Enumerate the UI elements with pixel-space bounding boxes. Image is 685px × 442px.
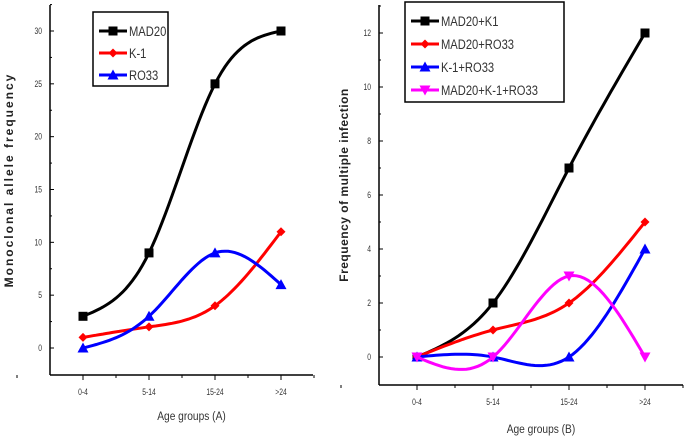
data-point — [411, 352, 423, 363]
series-line — [416, 32, 647, 359]
legend-marker — [420, 39, 430, 49]
legend-marker — [420, 16, 430, 26]
y-tick-label: 10 — [34, 237, 42, 247]
series-line — [416, 221, 647, 359]
data-point — [563, 351, 575, 362]
y-tick-label: 25 — [34, 79, 42, 89]
data-point — [563, 271, 575, 282]
series-line — [82, 230, 283, 339]
data-point — [640, 217, 650, 227]
legend-marker — [108, 48, 118, 58]
legend-label: K-1+RO33 — [441, 60, 494, 75]
data-point — [143, 310, 155, 321]
x-axis-title: Age groups (A) — [157, 410, 226, 423]
y-tick-label: 2 — [367, 298, 371, 308]
data-point — [276, 26, 286, 36]
legend-label: MAD20+RO33 — [441, 37, 514, 52]
data-point — [564, 298, 574, 308]
data-point — [78, 332, 88, 342]
chart-panel-b: 0 2 4 6 8 10 12 0-4 5-14 15-24 >24 Age groups (B) Fr… — [337, 1, 684, 436]
y-tick-label: 6 — [367, 190, 371, 200]
legend-item: K-1+RO33 — [411, 60, 494, 75]
legend-label: MAD20+K1 — [441, 14, 498, 29]
x-tick-label: >24 — [639, 397, 651, 407]
x-tick-label: 0-4 — [78, 387, 88, 397]
series-k-1 — [78, 227, 286, 342]
legend-item: MAD20+RO33 — [411, 37, 514, 52]
x-tick-label: 5-14 — [142, 387, 156, 397]
data-point — [78, 311, 88, 321]
legend-item: RO33 — [99, 68, 158, 83]
legend-label: RO33 — [129, 68, 158, 83]
y-tick-label: 8 — [367, 136, 371, 146]
data-point — [564, 163, 574, 173]
legend-marker — [419, 61, 431, 72]
legend-marker — [108, 26, 118, 36]
data-point — [210, 301, 220, 311]
data-point — [144, 322, 154, 332]
y-tick-label: 0 — [38, 343, 42, 353]
data-point — [488, 325, 498, 335]
legend-item: MAD20+K-1+RO33 — [411, 83, 538, 98]
data-point — [144, 248, 154, 258]
y-tick-label: 20 — [34, 132, 42, 142]
y-tick-label: 5 — [38, 290, 42, 300]
legend: MAD20+K1 MAD20+RO33 K-1+RO33 MAD20+K-1+RO33 — [404, 1, 565, 103]
series-k-1-ro33 — [411, 243, 651, 368]
data-point — [210, 79, 220, 89]
y-tick-label: 12 — [363, 28, 371, 38]
legend-label: MAD20 — [129, 24, 166, 39]
x-tick-label: >24 — [275, 387, 287, 397]
x-tick-label: 0-4 — [412, 397, 422, 407]
y-axis-title: Frequency of multiple infection — [337, 88, 351, 282]
y-tick-label: 4 — [367, 244, 371, 254]
legend-box — [404, 1, 565, 103]
legend-item: MAD20+K1 — [411, 14, 498, 29]
legend-item: MAD20 — [99, 24, 166, 39]
data-point — [77, 342, 89, 353]
data-point — [639, 352, 651, 363]
series-line — [416, 273, 647, 371]
data-point — [640, 28, 650, 38]
legend-marker — [419, 85, 431, 96]
legend: MAD20 K-1 RO33 — [92, 11, 169, 87]
series-line — [82, 249, 283, 350]
data-point — [639, 243, 651, 254]
series-mad20-k-1-ro33 — [411, 271, 651, 371]
x-tick-label: 15-24 — [560, 397, 578, 407]
series-line — [416, 248, 647, 368]
y-axis-title: Monoclonal allele frequency — [2, 73, 16, 288]
legend-item: K-1 — [99, 46, 146, 61]
chart-panel-a: 0 5 10 15 20 25 30 0-4 5-14 15-24 >24 Age groups (A… — [2, 4, 315, 423]
y-tick-label: 15 — [34, 185, 42, 195]
series-mad20-ro33 — [412, 217, 650, 362]
legend-label: MAD20+K-1+RO33 — [441, 83, 538, 98]
legend-label: K-1 — [129, 46, 146, 61]
x-axis-title: Age groups (B) — [507, 423, 576, 436]
legend-marker — [107, 69, 119, 80]
y-tick-label: 30 — [34, 26, 42, 36]
y-tick-label: 10 — [363, 82, 371, 92]
data-point — [209, 247, 221, 258]
data-point — [275, 279, 287, 290]
data-point — [487, 352, 499, 363]
series-mad20 — [78, 26, 286, 321]
x-tick-label: 5-14 — [486, 397, 500, 407]
y-tick-label: 0 — [367, 352, 371, 362]
data-point — [488, 298, 498, 308]
data-point — [276, 227, 286, 237]
series-line — [82, 29, 282, 318]
series-ro33 — [77, 247, 287, 353]
x-tick-label: 15-24 — [206, 387, 224, 397]
